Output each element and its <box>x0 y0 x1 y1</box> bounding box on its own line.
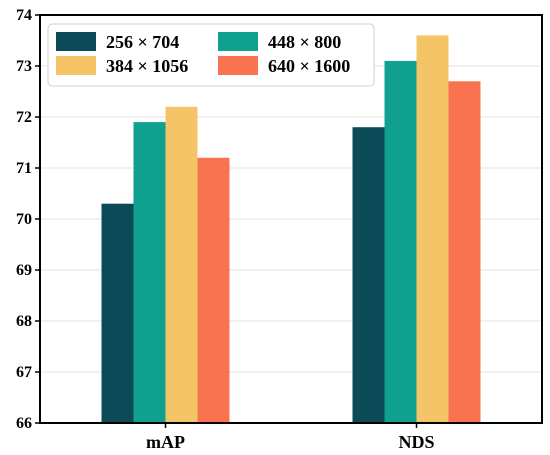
legend-box <box>47 23 375 87</box>
legend-label: 384 × 1056 <box>106 56 188 76</box>
legend-label: 448 × 800 <box>268 32 341 52</box>
legend-swatch <box>218 32 258 51</box>
y-tick-label: 68 <box>16 313 32 330</box>
bar <box>197 157 230 424</box>
legend: 256 × 704 448 × 800 384 × 1056 640 × 1600 <box>47 23 375 87</box>
x-axis: mAP NDS <box>146 423 435 452</box>
y-axis: 66 67 68 69 70 71 72 73 74 <box>16 7 40 432</box>
y-tick-label: 71 <box>16 160 32 177</box>
bar <box>101 203 134 423</box>
legend-swatch <box>56 32 96 51</box>
y-tick-label: 73 <box>16 58 32 75</box>
legend-swatch <box>218 56 258 75</box>
bar <box>384 60 417 424</box>
bar <box>133 122 166 423</box>
bar <box>165 106 198 424</box>
y-tick-label: 72 <box>16 109 32 126</box>
bar <box>352 127 385 423</box>
y-tick-label: 69 <box>16 262 32 279</box>
y-tick-label: 74 <box>16 7 32 24</box>
y-tick-label: 66 <box>16 415 32 432</box>
legend-label: 640 × 1600 <box>268 56 350 76</box>
bar <box>448 81 481 424</box>
x-tick-label: mAP <box>146 432 185 452</box>
x-tick-label: NDS <box>398 432 434 452</box>
y-tick-label: 67 <box>16 364 32 381</box>
bar <box>416 35 449 424</box>
y-tick-label: 70 <box>16 211 32 228</box>
legend-swatch <box>56 56 96 75</box>
legend-label: 256 × 704 <box>106 32 179 52</box>
bars <box>101 35 481 424</box>
